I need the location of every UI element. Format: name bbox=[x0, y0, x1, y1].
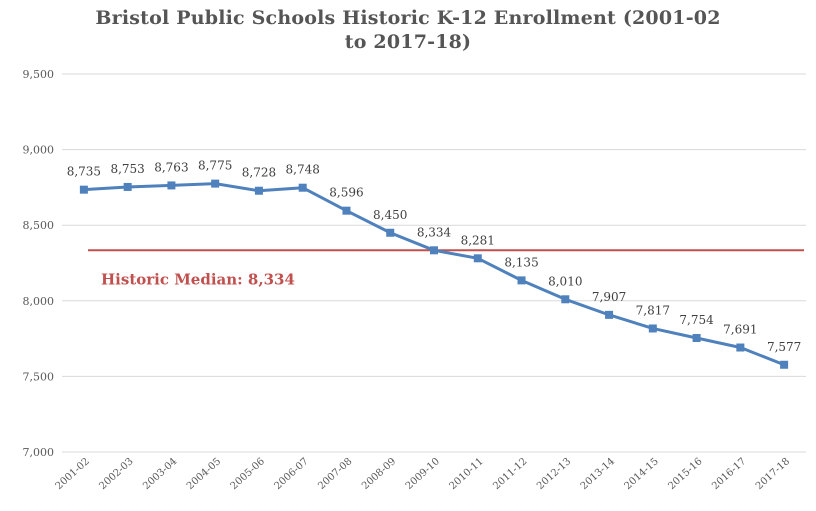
data-point bbox=[167, 181, 176, 190]
data-label: 8,596 bbox=[329, 186, 363, 200]
data-label: 8,763 bbox=[154, 160, 188, 174]
median-label: Historic Median: 8,334 bbox=[101, 270, 295, 288]
y-tick-label: 7,500 bbox=[23, 370, 55, 383]
x-tick-label: 2013-14 bbox=[579, 456, 617, 492]
data-label: 8,753 bbox=[110, 162, 144, 176]
y-tick-label: 7,000 bbox=[23, 446, 55, 459]
data-label: 8,728 bbox=[242, 166, 276, 180]
x-tick-label: 2015-16 bbox=[666, 456, 704, 492]
data-point bbox=[386, 228, 395, 237]
data-label: 8,010 bbox=[548, 274, 582, 288]
data-point bbox=[517, 276, 526, 285]
y-tick-label: 9,500 bbox=[23, 68, 55, 81]
data-label: 8,450 bbox=[373, 208, 407, 222]
x-tick-label: 2017-18 bbox=[754, 456, 792, 492]
y-tick-label: 8,500 bbox=[23, 219, 55, 232]
data-label: 7,907 bbox=[592, 290, 626, 304]
data-point bbox=[692, 333, 701, 342]
x-tick-label: 2011-12 bbox=[491, 456, 529, 492]
data-label: 7,691 bbox=[723, 323, 757, 337]
x-tick-label: 2005-06 bbox=[229, 456, 267, 492]
data-point bbox=[254, 186, 263, 195]
data-point bbox=[298, 183, 307, 192]
data-point bbox=[430, 246, 438, 255]
data-label: 8,748 bbox=[286, 163, 320, 177]
x-tick-label: 2016-17 bbox=[710, 456, 748, 492]
x-tick-label: 2007-08 bbox=[316, 456, 354, 492]
data-label: 7,754 bbox=[679, 313, 714, 327]
x-tick-label: 2006-07 bbox=[272, 456, 310, 492]
x-tick-label: 2003-04 bbox=[141, 456, 179, 492]
x-tick-label: 2014-15 bbox=[623, 456, 661, 492]
data-point bbox=[211, 179, 220, 188]
data-point bbox=[736, 343, 745, 352]
data-point bbox=[79, 185, 88, 194]
data-point bbox=[561, 295, 570, 304]
data-point bbox=[123, 182, 132, 191]
data-point bbox=[605, 310, 614, 319]
chart-title-line-2: to 2017-18) bbox=[344, 31, 472, 53]
x-tick-label: 2012-13 bbox=[535, 456, 573, 492]
x-tick-label: 2010-11 bbox=[448, 456, 486, 492]
y-tick-label: 8,000 bbox=[23, 295, 55, 308]
data-point bbox=[780, 360, 789, 369]
data-point bbox=[473, 254, 482, 263]
x-tick-label: 2002-03 bbox=[97, 456, 135, 492]
data-label: 7,577 bbox=[767, 340, 801, 354]
data-label: 8,281 bbox=[461, 233, 495, 247]
x-tick-label: 2008-09 bbox=[360, 456, 398, 492]
data-label: 8,334 bbox=[417, 225, 452, 239]
data-label: 7,817 bbox=[636, 303, 670, 317]
data-label: 8,775 bbox=[198, 159, 232, 173]
data-point bbox=[342, 206, 351, 215]
chart-title: Bristol Public Schools Historic K-12 Enr… bbox=[0, 6, 816, 54]
y-tick-label: 9,000 bbox=[23, 144, 55, 157]
data-label: 8,135 bbox=[504, 255, 538, 269]
chart-title-line-1: Bristol Public Schools Historic K-12 Enr… bbox=[95, 7, 721, 29]
data-point bbox=[648, 324, 657, 333]
x-tick-label: 2009-10 bbox=[404, 456, 442, 492]
x-tick-label: 2001-02 bbox=[54, 456, 92, 492]
data-label: 8,735 bbox=[67, 165, 101, 179]
x-tick-label: 2004-05 bbox=[185, 456, 223, 492]
